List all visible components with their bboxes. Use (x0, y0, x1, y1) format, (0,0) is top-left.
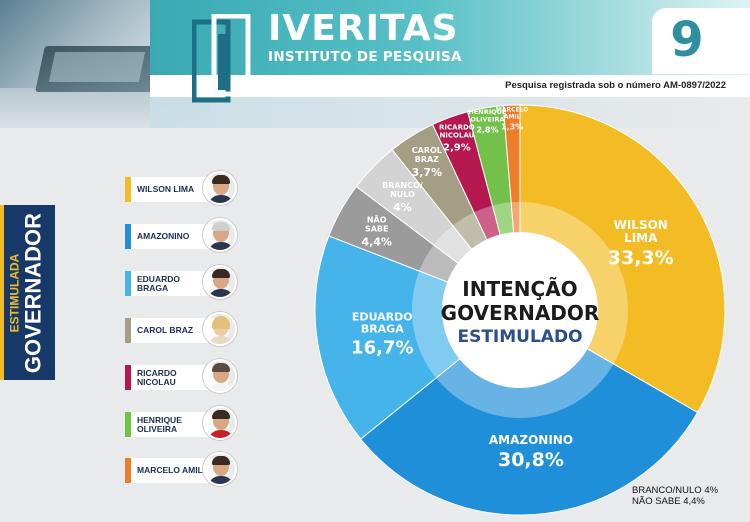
slice-amazonino (360, 309, 699, 516)
candidate-item: RICARDO NICOLAU (125, 359, 237, 395)
center-disc (442, 232, 598, 388)
candidate-name: RICARDO NICOLAU (137, 367, 177, 387)
center-title-line1: INTENÇÃO (462, 277, 577, 301)
slice-value-wilson-lima: 33,3% (608, 247, 674, 269)
slice-label-henrique-oliveira: OLIVEIRA (470, 116, 504, 124)
slice-value-eduardo-braga: 16,7% (351, 338, 413, 359)
slice-label-amazonino: AMAZONINO (489, 433, 573, 447)
candidate-item: HENRIQUE OLIVEIRA (125, 406, 237, 442)
footnote-line1: BRANCO/NULO 4% (632, 485, 719, 496)
slice-value-nao-sabe: 4,4% (361, 236, 392, 249)
candidate-photo (203, 171, 237, 205)
slice-label-nao-sabe: SABE (365, 225, 389, 234)
candidate-item: MARCELO AMIL (125, 452, 237, 488)
slice-label-nao-sabe: NÃO (367, 215, 387, 225)
registry-text: Pesquisa registrada sob o número AM-0897… (505, 80, 726, 91)
brand-name: IVERITAS (268, 8, 459, 49)
slice-eduardo-braga (314, 235, 521, 440)
brand-subtitle: INSTITUTO DE PESQUISA (268, 49, 462, 65)
slice-label-eduardo-braga: EDUARDO (352, 311, 413, 324)
candidate-item: AMAZONINO (125, 218, 237, 254)
footnote: BRANCO/NULO 4% NÃO SABE 4,4% (632, 485, 718, 507)
brand-logo-icon (192, 14, 251, 103)
slice-value-marcelo-amil: 1,3% (501, 122, 523, 131)
slice-label-wilson-lima: LIMA (624, 231, 658, 245)
candidate-name: CAROL BRAZ (137, 325, 194, 335)
candidate-photo (203, 218, 237, 252)
candidate-photo (203, 359, 237, 393)
center-subtitle: ESTIMULADO (457, 327, 582, 347)
slice-label-branco-nulo: BRANCO/ (382, 181, 423, 190)
slice-label-ricardo-nicolau: NICOLAU (439, 132, 474, 140)
candidate-name: AMAZONINO (137, 231, 190, 241)
slice-label-carol-braz: CAROL (412, 146, 442, 155)
footnote-line2: NÃO SABE 4,4% (632, 496, 705, 507)
candidate-photo (203, 452, 237, 486)
candidate-name: EDUARDO BRAGA (137, 273, 180, 293)
candidate-photo (203, 265, 237, 299)
page-badge (652, 8, 750, 74)
slice-label-ricardo-nicolau: RICARDO (439, 124, 475, 132)
slice-label-marcelo-amil: AMIL (504, 113, 521, 120)
side-label-accent (0, 205, 4, 380)
slice-value-carol-braz: 3,7% (412, 166, 443, 179)
header-strip (150, 75, 750, 97)
slice-label-branco-nulo: NULO (390, 190, 415, 199)
slice-label-marcelo-amil: MARCELO (496, 106, 528, 113)
candidate-name: MARCELO AMIL (137, 465, 203, 475)
center-title-line2: GOVERNADOR (441, 301, 600, 325)
candidate-item: CAROL BRAZ (125, 312, 237, 348)
slice-value-henrique-oliveira: 2,8% (476, 126, 498, 135)
slice-label-henrique-oliveira: HENRIQUE (468, 108, 506, 116)
candidate-name: WILSON LIMA (137, 184, 195, 194)
slice-label-wilson-lima: WILSON (614, 218, 668, 232)
slice-label-eduardo-braga: BRAGA (361, 323, 404, 336)
slice-value-branco-nulo: 4% (393, 201, 412, 214)
candidate-item: WILSON LIMA (125, 171, 237, 207)
candidate-name: HENRIQUE OLIVEIRA (137, 414, 182, 434)
candidate-photo (203, 312, 237, 346)
page-number: 9 (670, 12, 704, 68)
slice-label-carol-braz: BRAZ (415, 155, 439, 164)
side-label-bar (0, 205, 55, 380)
candidate-item: EDUARDO BRAGA (125, 265, 237, 301)
candidate-photo (203, 406, 237, 440)
slice-value-amazonino: 30,8% (498, 449, 564, 471)
slice-value-ricardo-nicolau: 2,9% (443, 143, 471, 154)
